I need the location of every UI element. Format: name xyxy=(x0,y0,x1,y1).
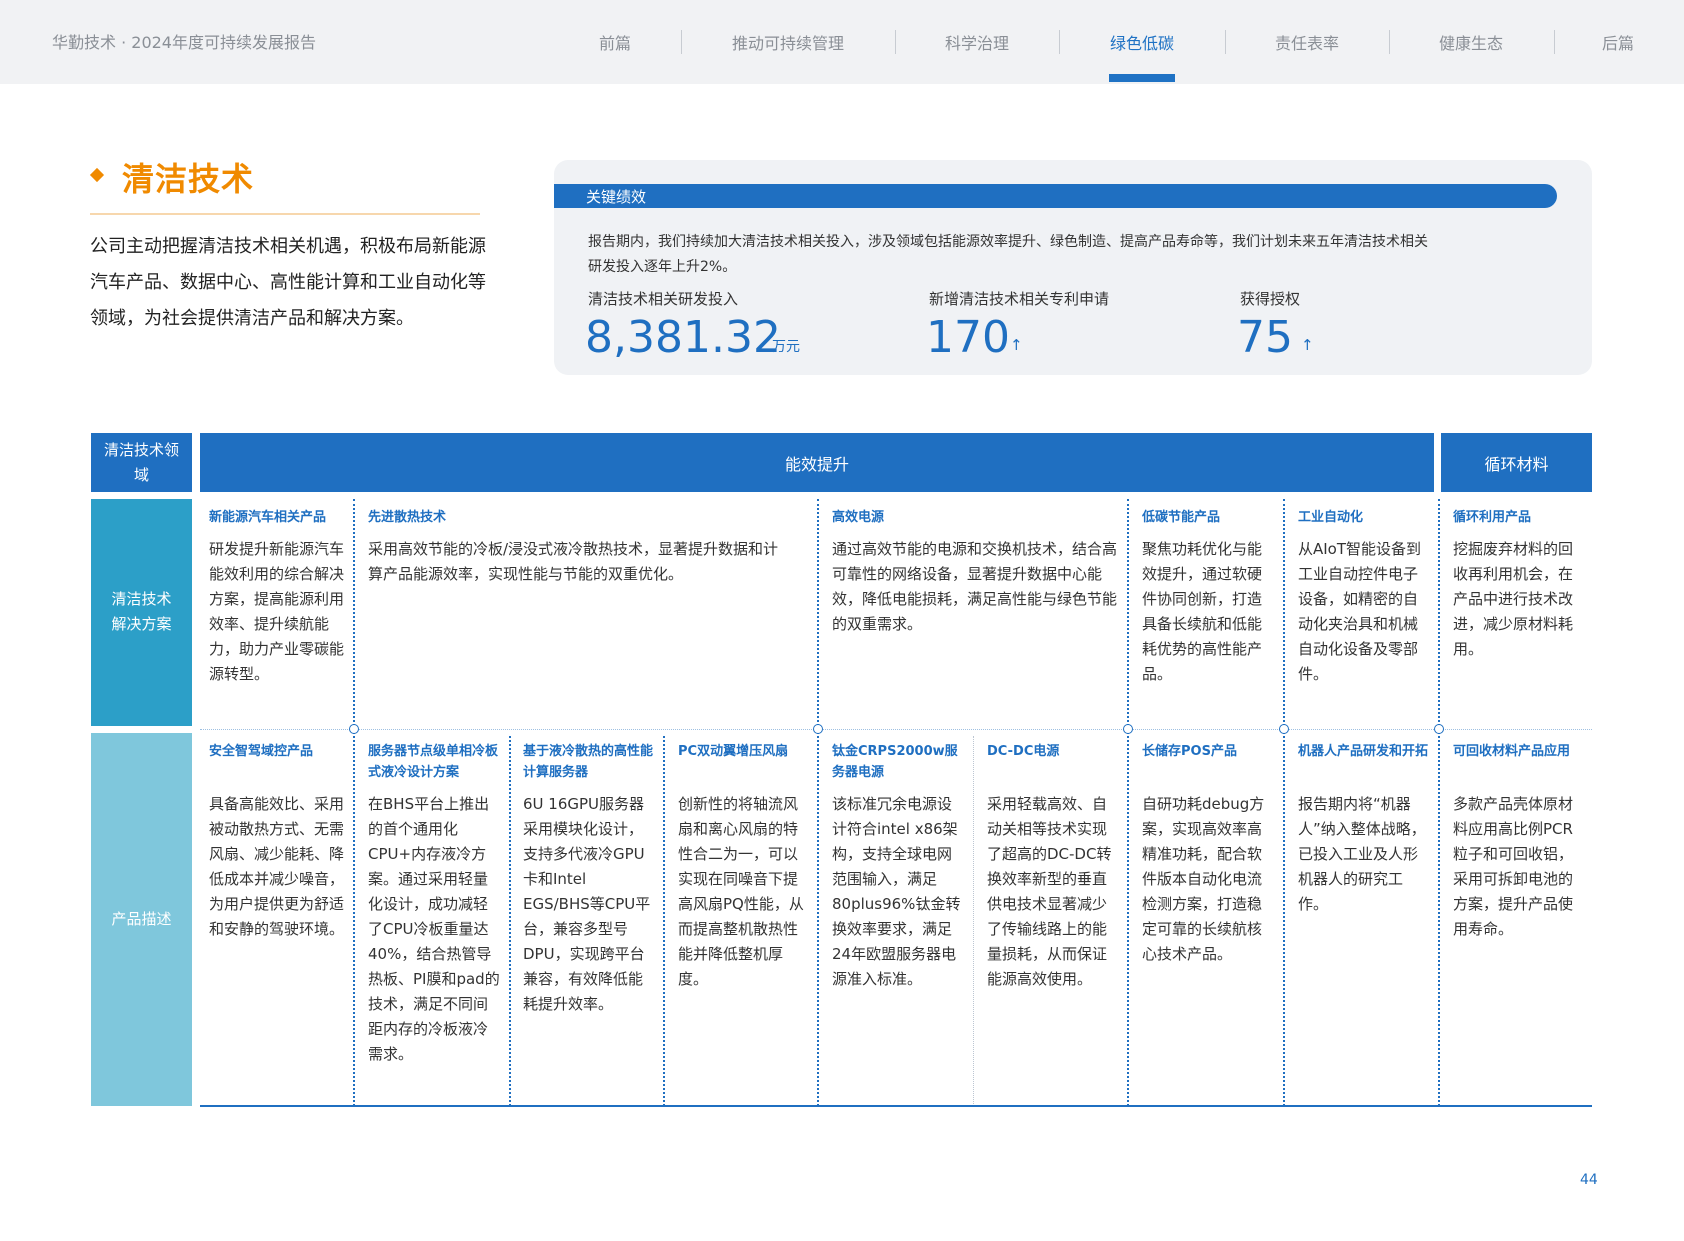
timeline-node xyxy=(1279,724,1289,734)
column-divider xyxy=(663,736,665,1106)
timeline-node xyxy=(813,724,823,734)
solution-title: 高效电源 xyxy=(832,510,885,525)
solution-body: 采用高效节能的冷板/浸没式液冷散热技术，显著提升数据和计算产品能源效率，实现性能… xyxy=(368,540,779,583)
kpi-granted-label: 获得授权 xyxy=(1240,290,1301,308)
kpi-patent-application-label: 新增清洁技术相关专利申请 xyxy=(929,290,1110,308)
column-divider xyxy=(973,736,974,1106)
product-title: 机器人产品研发和开拓 xyxy=(1298,744,1429,759)
key-performance-label: 关键绩效 xyxy=(586,188,647,206)
active-nav-indicator xyxy=(1109,74,1175,82)
page-number: 44 xyxy=(1580,1172,1598,1188)
key-performance-description: 报告期内，我们持续加大清洁技术相关投入，涉及领域包括能源效率提升、绿色制造、提高… xyxy=(588,234,1428,275)
nav-item-preface[interactable]: 前篇 xyxy=(598,34,632,53)
key-performance-header: 关键绩效 xyxy=(554,184,1557,208)
solution-body: 通过高效节能的电源和交换机技术，结合高可靠性的网络设备，显著提升数据中心能效，降… xyxy=(832,540,1118,633)
row-label-solution: 清洁技术解决方案 xyxy=(91,499,192,726)
product-title: PC双动翼增压风扇 xyxy=(678,744,789,759)
nav-divider xyxy=(895,30,896,54)
kpi-rd-investment-label: 清洁技术相关研发投入 xyxy=(588,290,739,308)
product-body: 采用轻载高效、自动关相等技术实现了超高的DC-DC转换效率新型的垂直供电技术显著… xyxy=(987,795,1112,988)
solution-title: 新能源汽车相关产品 xyxy=(209,510,327,525)
column-divider xyxy=(509,736,511,1106)
product-title: 基于液冷散热的高性能计算服务器 xyxy=(523,744,654,780)
solution-title: 低碳节能产品 xyxy=(1142,510,1221,525)
product-title: DC-DC电源 xyxy=(987,744,1060,759)
title-underline xyxy=(90,213,480,215)
product-body: 多款产品壳体原材料应用高比例PCR粒子和可回收铝，采用可拆卸电池的方案，提升产品… xyxy=(1453,795,1574,938)
domain-circular-materials-label: 循环材料 xyxy=(1484,455,1549,474)
nav-item-appendix[interactable]: 后篇 xyxy=(1601,34,1635,53)
nav-item-sustainability-management[interactable]: 推动可持续管理 xyxy=(731,34,845,53)
nav-divider xyxy=(1389,30,1390,54)
solution-title: 先进散热技术 xyxy=(368,510,447,525)
nav-divider xyxy=(681,30,682,54)
section-title: 清洁技术 xyxy=(122,160,255,198)
row-label-product: 产品描述 xyxy=(91,733,192,1106)
column-divider xyxy=(1127,499,1129,1106)
nav-item-responsibility[interactable]: 责任表率 xyxy=(1274,34,1340,53)
product-body: 在BHS平台上推出的首个通用化CPU+内存液冷方案。通过采用轻量化设计，成功减轻… xyxy=(368,795,500,1063)
solution-title: 工业自动化 xyxy=(1298,510,1364,525)
product-title: 长储存POS产品 xyxy=(1142,744,1237,759)
row-divider xyxy=(200,729,1592,730)
kpi-granted-value: 75 xyxy=(1237,312,1293,363)
timeline-node xyxy=(1123,724,1133,734)
nav-divider xyxy=(1059,30,1060,54)
product-body: 该标准冗余电源设计符合intel x86架构，支持全球电网范围输入，满足80pl… xyxy=(832,795,961,988)
domain-energy-efficiency: 能效提升 xyxy=(200,433,1434,492)
column-divider xyxy=(1283,499,1285,1106)
nav-divider xyxy=(1554,30,1555,54)
solution-body: 挖掘废弃材料的回收再利用机会，在产品中进行技术改进，减少原材料耗用。 xyxy=(1453,540,1574,658)
top-bar: 华勤技术 · 2024年度可持续发展报告 前篇 推动可持续管理 科学治理 绿色低… xyxy=(0,0,1684,84)
kpi-rd-investment-unit: 万元 xyxy=(772,339,800,355)
row-label-domain: 清洁技术领域 xyxy=(91,433,192,492)
domain-circular-materials: 循环材料 xyxy=(1441,433,1592,492)
nav-item-healthy-ecosystem[interactable]: 健康生态 xyxy=(1438,34,1504,53)
product-title: 可回收材料产品应用 xyxy=(1453,744,1571,759)
up-arrow-icon: ↑ xyxy=(1301,336,1314,354)
table-bottom-rule xyxy=(200,1105,1592,1107)
nav-divider xyxy=(1225,30,1226,54)
report-title: 华勤技术 · 2024年度可持续发展报告 xyxy=(52,33,316,52)
kpi-patent-application-value: 170 xyxy=(926,312,1010,363)
product-body: 具备高能效比、采用被动散热方式、无需风扇、减少能耗、降低成本并减少噪音，为用户提… xyxy=(209,795,345,938)
solution-body: 聚焦功耗优化与能效提升，通过软硬件协同创新，打造具备长续航和低能耗优势的高性能产… xyxy=(1142,540,1263,683)
product-body: 自研功耗debug方案，实现高效率高精准功耗，配合软件版本自动化电流检测方案，打… xyxy=(1142,795,1265,963)
up-arrow-icon: ↑ xyxy=(1010,336,1023,354)
domain-energy-efficiency-label: 能效提升 xyxy=(784,455,849,474)
product-title: 服务器节点级单相冷板式液冷设计方案 xyxy=(368,744,499,780)
nav-item-green-low-carbon[interactable]: 绿色低碳 xyxy=(1109,34,1175,53)
solution-body: 从AIoT智能设备到工业自动控件电子设备，如精密的自动化夹治具和机械自动化设备及… xyxy=(1298,540,1422,683)
column-divider xyxy=(353,499,355,1106)
product-title: 安全智驾域控产品 xyxy=(209,744,314,759)
top-nav: 前篇 推动可持续管理 科学治理 绿色低碳 责任表率 健康生态 后篇 xyxy=(560,0,1650,84)
timeline-node xyxy=(1434,724,1444,734)
nav-item-governance[interactable]: 科学治理 xyxy=(944,34,1010,53)
product-body: 6U 16GPU服务器采用模块化设计，支持多代液冷GPU卡和Intel EGS/… xyxy=(523,795,651,1013)
product-body: 创新性的将轴流风扇和离心风扇的特性合二为一，可以实现在同噪音下提高风扇PQ性能，… xyxy=(678,795,804,988)
solution-body: 研发提升新能源汽车能效利用的综合解决方案，提高能源利用效率、提升续航能力，助力产… xyxy=(209,540,345,683)
column-divider xyxy=(1438,499,1440,1106)
product-body: 报告期内将“机器人”纳入整体战略，已投入工业及人形机器人的研究工作。 xyxy=(1298,795,1426,913)
timeline-node xyxy=(349,724,359,734)
section-intro: 公司主动把握清洁技术相关机遇，积极布局新能源汽车产品、数据中心、高性能计算和工业… xyxy=(90,236,486,329)
kpi-rd-investment-value: 8,381.32 xyxy=(585,312,781,363)
column-divider xyxy=(817,499,819,1106)
solution-title: 循环利用产品 xyxy=(1453,510,1532,525)
product-title: 钛金CRPS2000w服务器电源 xyxy=(832,744,958,780)
